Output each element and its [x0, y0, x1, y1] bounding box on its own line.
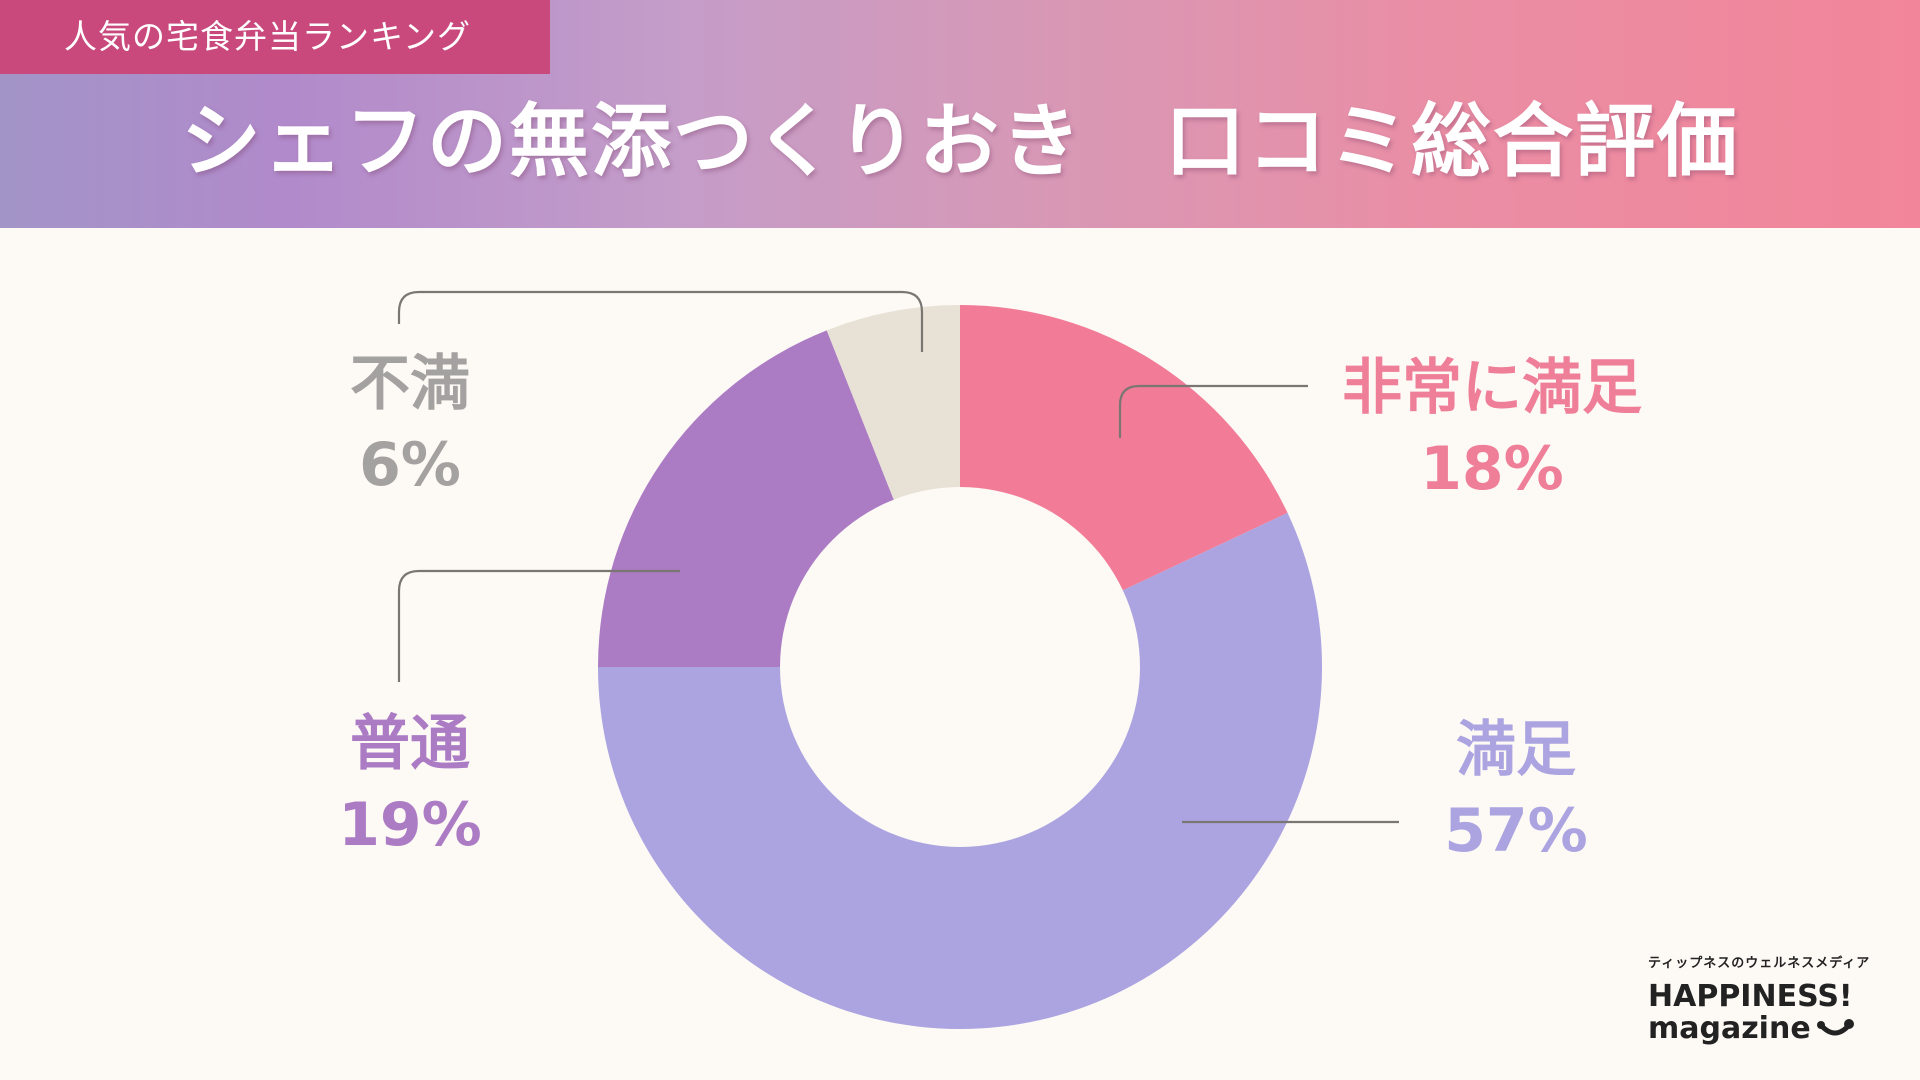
donut-hole	[780, 487, 1140, 847]
label-name: 満足	[1456, 715, 1576, 785]
label-name: 不満	[350, 349, 470, 419]
label-satisfied: 満足 57%	[1416, 712, 1616, 874]
category-tag: 人気の宅食弁当ランキング	[0, 0, 550, 74]
label-percent: 6%	[359, 430, 461, 500]
logo-line1: HAPPINESS!	[1648, 979, 1853, 1014]
label-name: 普通	[350, 709, 470, 779]
logo-line2: magazine	[1648, 1011, 1811, 1046]
logo-tagline: ティップネスのウェルネスメディア	[1648, 956, 1871, 971]
label-normal: 普通 19%	[320, 706, 500, 868]
label-percent: 18%	[1420, 434, 1564, 504]
leader-lines	[397, 290, 1399, 824]
smile-icon	[1816, 1019, 1854, 1036]
leader-line-very-satisfied	[1118, 384, 1308, 438]
label-percent: 57%	[1444, 796, 1588, 866]
label-percent: 19%	[338, 790, 482, 860]
page-title: シェフの無添つくりおき 口コミ総合評価	[181, 95, 1739, 188]
happiness-magazine-logo: ティップネスのウェルネスメディア HAPPINESS! magazine	[1648, 952, 1888, 1045]
leader-line-normal	[397, 569, 680, 682]
label-dissatisfied: 不満 6%	[330, 346, 490, 508]
header-banner: 人気の宅食弁当ランキング シェフの無添つくりおき 口コミ総合評価	[0, 0, 1920, 228]
label-name: 非常に満足	[1342, 353, 1642, 423]
leader-line-dissatisfied	[397, 290, 924, 352]
label-very-satisfied: 非常に満足 18%	[1322, 350, 1662, 512]
